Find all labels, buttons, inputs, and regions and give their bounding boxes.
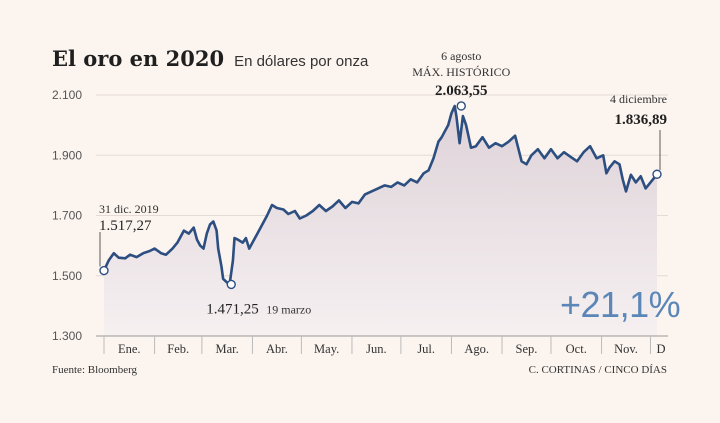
x-tick-label: Mar. <box>216 342 239 356</box>
annotation-marker <box>226 279 236 290</box>
annotation-marker <box>99 265 109 276</box>
y-tick-label: 1.700 <box>52 209 82 223</box>
annotation-date: 19 marzo <box>266 302 311 316</box>
annotation-value: 1.517,27 <box>99 218 152 234</box>
chart-title: El oro en 2020 <box>52 46 225 71</box>
annotation-marker <box>652 169 662 179</box>
x-tick-label: Ago. <box>464 342 489 356</box>
x-tick-label: Nov. <box>614 342 638 356</box>
x-tick-label: Sep. <box>516 342 538 356</box>
y-tick-label: 1.300 <box>52 329 82 343</box>
chart-header: El oro en 2020 En dólares por onza <box>52 46 368 71</box>
credit-note: C. CORTINAS / CINCO DÍAS <box>528 364 667 376</box>
annotation-label: MÁX. HISTÓRICO <box>412 65 510 79</box>
annotation-date: 6 agosto <box>441 49 481 63</box>
yearly-change-label: +21,1% <box>560 284 681 326</box>
annotation-date: 4 diciembre <box>610 92 667 106</box>
x-tick-label: Oct. <box>566 342 587 356</box>
x-tick-label: Jul. <box>417 342 435 356</box>
annotation-value: 2.063,55 <box>435 83 488 99</box>
annotation-value: 1.471,25 <box>206 301 259 317</box>
x-tick-label: Ene. <box>118 342 141 356</box>
y-tick-label: 2.100 <box>52 88 82 102</box>
source-note: Fuente: Bloomberg <box>52 364 138 376</box>
price-line <box>102 104 659 286</box>
x-tick-label: May. <box>314 342 339 356</box>
yearly-change-value: +21,1% <box>560 284 681 325</box>
chart-subtitle: En dólares por onza <box>234 53 369 70</box>
annotation-marker <box>456 101 466 111</box>
y-tick-label: 1.900 <box>52 148 82 162</box>
x-tick-label: Abr. <box>266 342 288 356</box>
annotation-date: 31 dic. 2019 <box>99 202 159 216</box>
annotation-value: 1.836,89 <box>615 112 668 128</box>
x-tick-label: D <box>656 342 665 356</box>
price-area <box>104 106 657 336</box>
x-tick-label: Feb. <box>167 342 189 356</box>
x-tick-label: Jun. <box>366 342 387 356</box>
y-tick-label: 1.500 <box>52 269 82 283</box>
